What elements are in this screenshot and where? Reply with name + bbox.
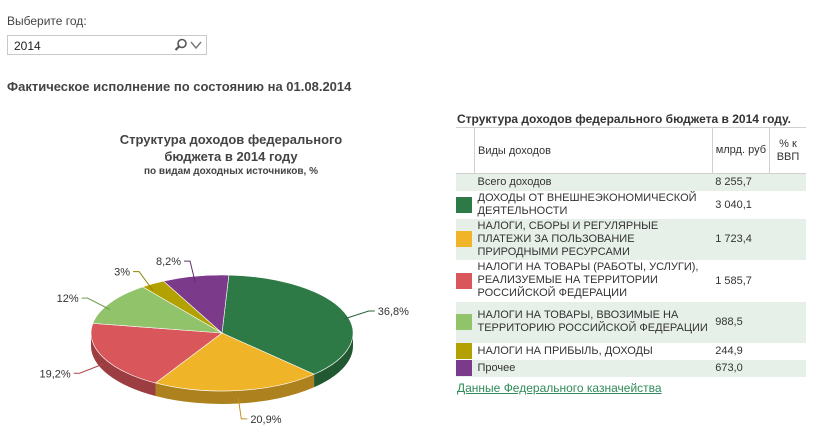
table-row: НАЛОГИ НА ПРИБЫЛЬ, ДОХОДЫ 244,9: [456, 343, 806, 360]
pie-chart: 36,8% 20,9% 19,2% 12% 3% 8,2%: [39, 256, 409, 426]
row-label: Прочее: [474, 359, 713, 377]
page-heading: Фактическое исполнение по состоянию на 0…: [7, 79, 352, 94]
pie-slice: [92, 286, 223, 334]
table-header-row: Виды доходов млрд. руб % к ВВП: [456, 127, 806, 174]
pie-slice-side: [314, 333, 353, 388]
table-row: ДОХОДЫ ОТ ВНЕШНЕЭКОНОМИЧЕСКОЙ ДЕЯТЕЛЬНОС…: [456, 191, 806, 219]
chevron-down-icon[interactable]: [189, 38, 203, 57]
table-row: НАЛОГИ НА ТОВАРЫ (РАБОТЫ, УСЛУГИ), РЕАЛИ…: [456, 260, 806, 302]
legend-swatch: [456, 231, 472, 247]
row-label: НАЛОГИ, СБОРЫ И РЕГУЛЯРНЫЕ ПЛАТЕЖИ ЗА ПО…: [474, 218, 713, 260]
pie-data-label: 8,2%: [156, 256, 181, 268]
pie-leader-line: [81, 297, 111, 310]
search-icon[interactable]: [174, 38, 188, 57]
table-row: НАЛОГИ НА ТОВАРЫ, ВВОЗИМЫЕ НА ТЕРРИТОРИЮ…: [456, 301, 806, 343]
pie-slice-side: [91, 333, 156, 396]
pie-data-label: 36,8%: [378, 306, 409, 318]
year-filter-label: Выберите год:: [7, 14, 87, 28]
row-value: 3 040,1: [715, 198, 752, 211]
row-label: НАЛОГИ НА ПРИБЫЛЬ, ДОХОДЫ: [477, 344, 653, 357]
row-value: 673,0: [712, 359, 770, 377]
row-label: НАЛОГИ НА ТОВАРЫ, ВВОЗИМЫЕ НА ТЕРРИТОРИЮ…: [474, 301, 713, 343]
legend-swatch: [456, 360, 472, 376]
row-label: ДОХОДЫ ОТ ВНЕШНЕЭКОНОМИЧЕСКОЙ ДЕЯТЕЛЬНОС…: [477, 191, 697, 217]
column-header-pct: % к ВВП: [769, 127, 806, 174]
pie-data-label: 20,9%: [250, 414, 281, 426]
legend-swatch: [456, 272, 472, 289]
pie-leader-line: [184, 260, 196, 283]
chart-subtitle: по видам доходных источников, %: [144, 166, 318, 177]
pie-slice-side: [155, 374, 315, 405]
pie-leader-line: [344, 310, 375, 320]
source-link[interactable]: Данные Федерального казначейства: [457, 381, 662, 395]
column-header-value: млрд. руб: [711, 127, 770, 174]
row-value: 988,5: [712, 301, 770, 343]
pie-data-label: 12%: [57, 293, 79, 305]
table-row: НАЛОГИ, СБОРЫ И РЕГУЛЯРНЫЕ ПЛАТЕЖИ ЗА ПО…: [456, 218, 806, 260]
year-select-value: 2014: [14, 39, 41, 53]
pie-slice: [162, 274, 230, 334]
pie-leader-line: [133, 271, 154, 291]
pie-leader-line: [73, 363, 104, 374]
pie-data-label: 19,2%: [39, 368, 70, 380]
column-header-name: Виды доходов: [474, 127, 713, 174]
table-row: Прочее 673,0: [456, 359, 806, 377]
legend-swatch: [456, 196, 472, 213]
pie-data-label: 3%: [114, 267, 130, 279]
pie-slice: [221, 274, 354, 375]
row-value: 1 723,4: [712, 218, 770, 260]
total-label: Всего доходов: [474, 173, 713, 191]
pie-slice: [90, 323, 223, 384]
row-label: НАЛОГИ НА ТОВАРЫ (РАБОТЫ, УСЛУГИ), РЕАЛИ…: [477, 261, 699, 299]
pie-leader-line: [237, 396, 248, 420]
row-value: 1 585,7: [715, 274, 752, 287]
legend-swatch: [456, 314, 472, 330]
pie-slice: [154, 332, 315, 392]
table-title: Структура доходов федерального бюджета в…: [457, 112, 792, 126]
income-table: Виды доходов млрд. руб % к ВВП Всего дох…: [456, 127, 806, 377]
row-value: 244,9: [715, 345, 743, 357]
legend-swatch: [456, 343, 472, 359]
year-select[interactable]: 2014: [7, 35, 207, 55]
total-value: 8 255,7: [712, 173, 770, 191]
chart-title: Структура доходов федерального бюджета в…: [119, 132, 343, 164]
table-row-total: Всего доходов 8 255,7: [456, 173, 806, 191]
